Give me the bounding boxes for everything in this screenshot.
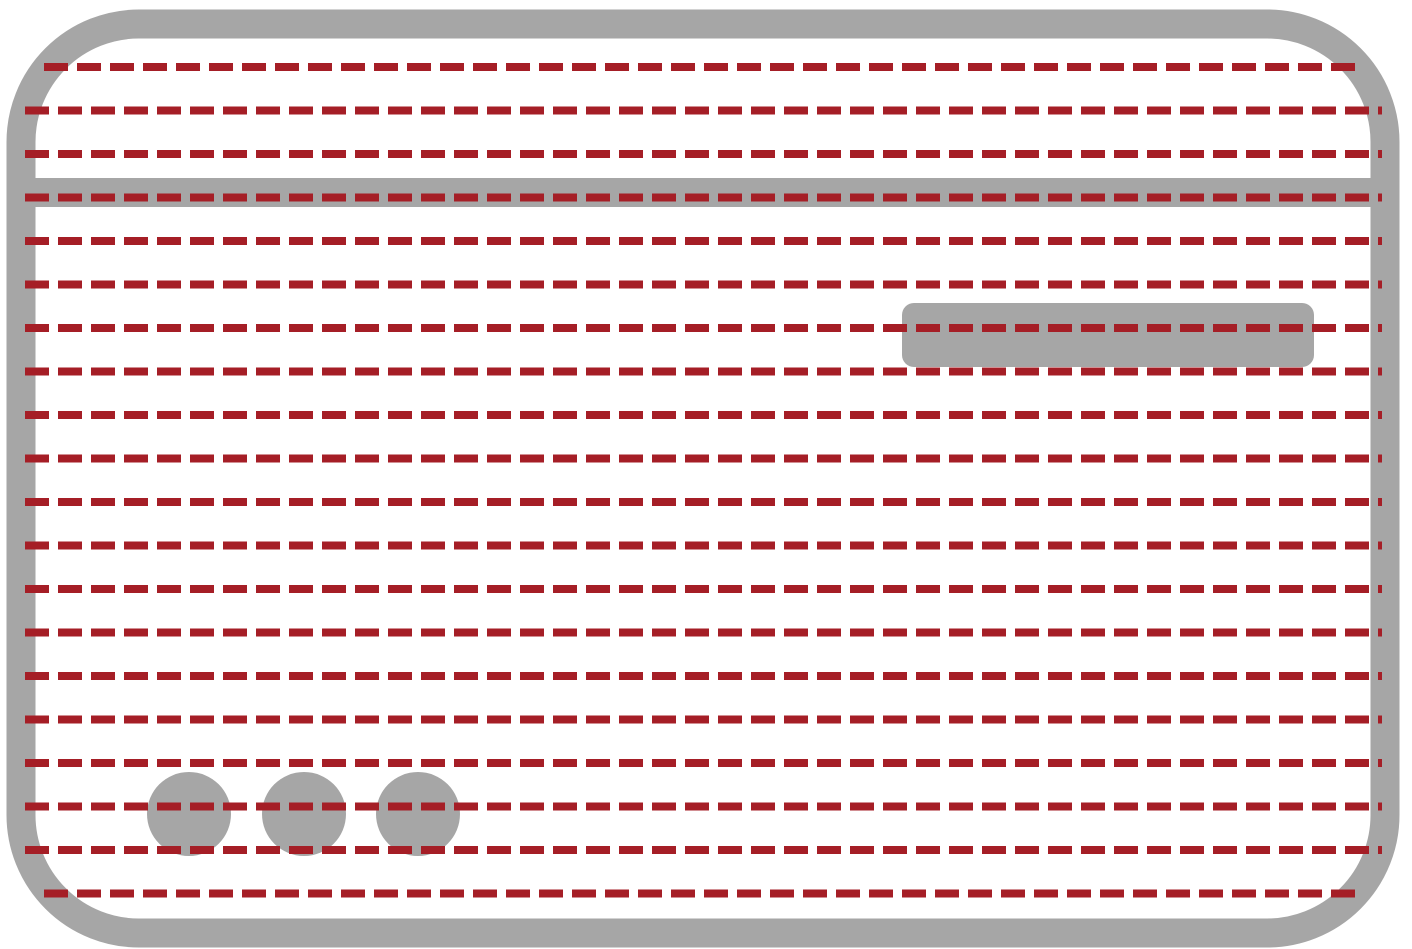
dashed-line-overlay (25, 63, 1382, 898)
dot-3 (376, 772, 460, 856)
header-divider (21, 178, 1385, 207)
dot-1 (147, 772, 231, 856)
rounded-field-bar (902, 303, 1314, 367)
dot-2 (262, 772, 346, 856)
card-frame (6, 9, 1400, 948)
